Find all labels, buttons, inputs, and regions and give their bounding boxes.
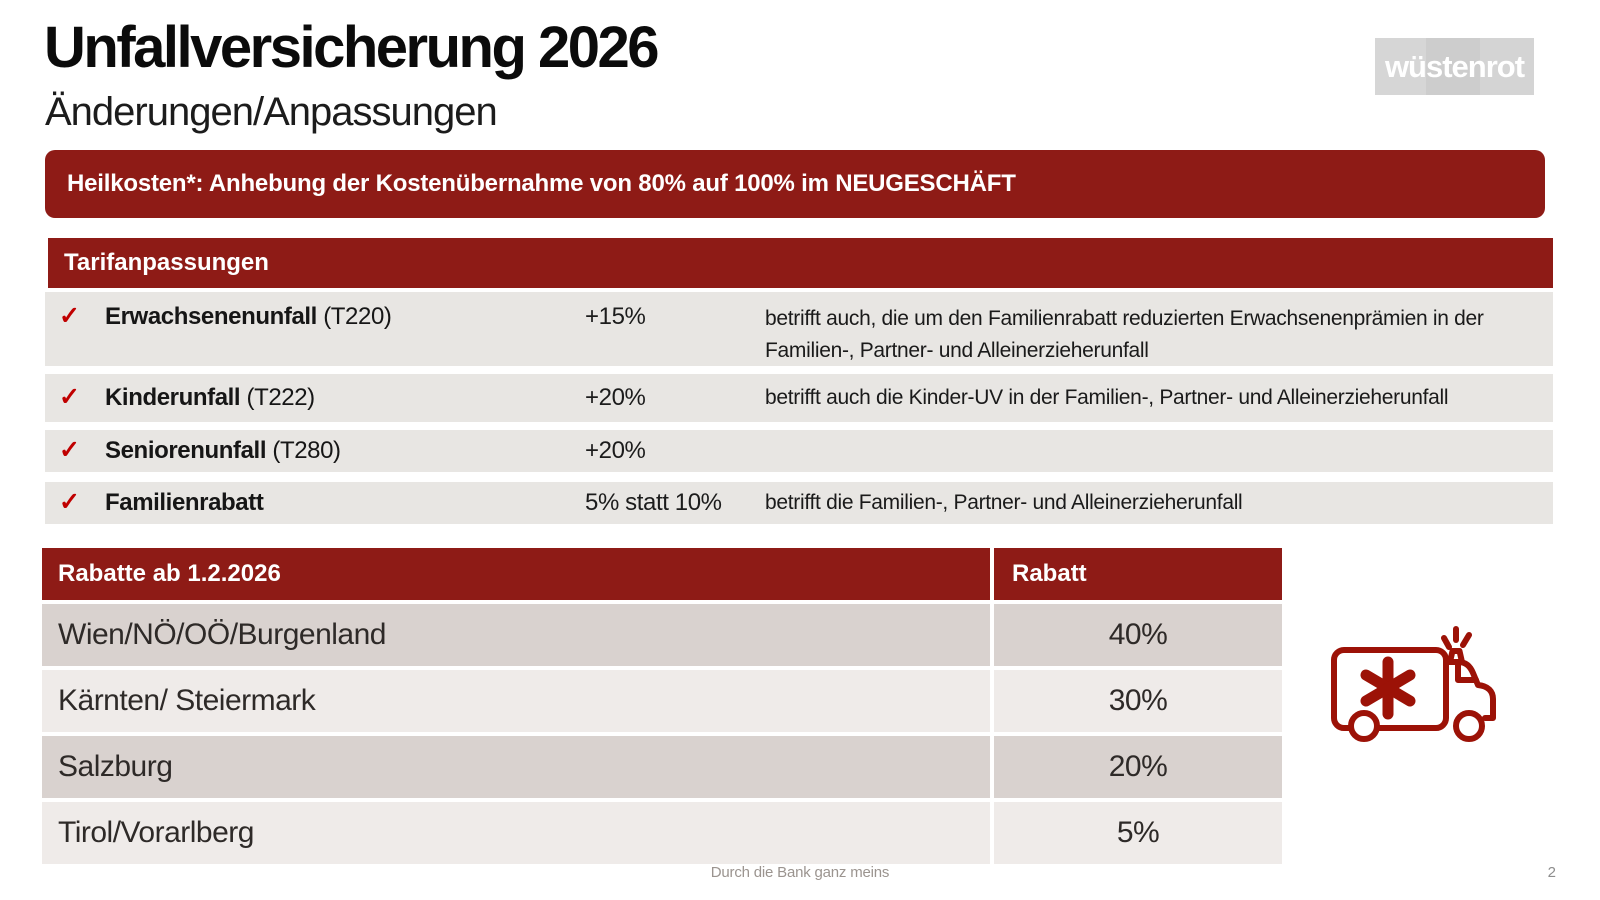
tarif-name-bold: Familienrabatt (105, 489, 264, 517)
column-separator (990, 736, 994, 798)
tarif-code: (T280) (266, 437, 341, 465)
tarif-note: betrifft auch, die um den Familienrabatt… (765, 307, 1484, 362)
tarif-name-bold: Seniorenunfall (105, 437, 267, 465)
tarifanpassungen-header: Tarifanpassungen (48, 238, 1553, 288)
region-cell: Kärnten/ Steiermark (42, 670, 990, 732)
ambulance-icon (1331, 626, 1496, 742)
check-icon: ✓ (59, 302, 80, 330)
logo-text: wüstenrot (1384, 48, 1525, 84)
tarif-note: betrifft auch die Kinder-UV in der Famil… (765, 386, 1449, 410)
tarif-name: Erwachsenenunfall (T220) (105, 303, 585, 331)
rabatt-cell: 40% (994, 604, 1282, 666)
banner-text: Heilkosten*: Anhebung der Kostenübernahm… (67, 170, 1016, 197)
table-row: Kärnten/ Steiermark 30% (42, 670, 1282, 732)
table-row: Tirol/Vorarlberg 5% (42, 802, 1282, 864)
rabatte-col1-header: Rabatte ab 1.2.2026 (42, 548, 990, 600)
tarifanpassungen-label: Tarifanpassungen (64, 249, 269, 276)
tarif-list: ✓ Erwachsenenunfall (T220) +15% betrifft… (45, 292, 1553, 524)
region-cell: Tirol/Vorarlberg (42, 802, 990, 864)
tarif-name: Kinderunfall (T222) (105, 384, 585, 412)
page-subtitle: Änderungen/Anpassungen (45, 90, 498, 134)
tarif-name: Seniorenunfall (T280) (105, 437, 585, 465)
page-number: 2 (1547, 864, 1556, 881)
region-cell: Salzburg (42, 736, 990, 798)
rabatte-table: Rabatte ab 1.2.2026 Rabatt Wien/NÖ/OÖ/Bu… (42, 548, 1282, 868)
check-icon: ✓ (59, 488, 80, 517)
tarif-name: Familienrabatt (105, 489, 585, 517)
table-row: Wien/NÖ/OÖ/Burgenland 40% (42, 604, 1282, 666)
tarif-name-bold: Erwachsenenunfall (105, 303, 317, 330)
tarif-row-seniorenunfall: ✓ Seniorenunfall (T280) +20% (45, 430, 1553, 472)
tarif-name-bold: Kinderunfall (105, 384, 241, 412)
footer-tagline: Durch die Bank ganz meins (710, 864, 890, 881)
column-separator (990, 604, 994, 666)
page-title: Unfallversicherung 2026 (44, 15, 660, 80)
column-separator (990, 548, 994, 600)
wuestenrot-logo: wüstenrot (1375, 38, 1534, 95)
tarif-change: +20% (585, 437, 646, 465)
rabatt-cell: 20% (994, 736, 1282, 798)
tarif-row-kinderunfall: ✓ Kinderunfall (T222) +20% betrifft auch… (45, 374, 1553, 422)
region-cell: Wien/NÖ/OÖ/Burgenland (42, 604, 990, 666)
check-icon: ✓ (59, 383, 80, 412)
rabatt-cell: 30% (994, 670, 1282, 732)
tarif-code: (T220) (316, 303, 392, 330)
column-separator (990, 670, 994, 732)
rabatt-cell: 5% (994, 802, 1282, 864)
tarif-note: betrifft die Familien-, Partner- und All… (765, 491, 1243, 515)
tarif-change: 5% statt 10% (585, 489, 722, 517)
tarif-row-erwachsenenunfall: ✓ Erwachsenenunfall (T220) +15% betrifft… (45, 292, 1553, 366)
rabatte-col2-header: Rabatt (994, 548, 1282, 600)
heilkosten-banner: Heilkosten*: Anhebung der Kostenübernahm… (45, 150, 1545, 218)
table-row: Salzburg 20% (42, 736, 1282, 798)
check-icon: ✓ (59, 436, 80, 465)
rabatte-table-header: Rabatte ab 1.2.2026 Rabatt (42, 548, 1282, 600)
tarif-change: +15% (585, 303, 646, 330)
tarif-code: (T222) (240, 384, 315, 412)
tarif-change: +20% (585, 384, 646, 412)
column-separator (990, 802, 994, 864)
tarif-row-familienrabatt: ✓ Familienrabatt 5% statt 10% betrifft d… (45, 482, 1553, 524)
